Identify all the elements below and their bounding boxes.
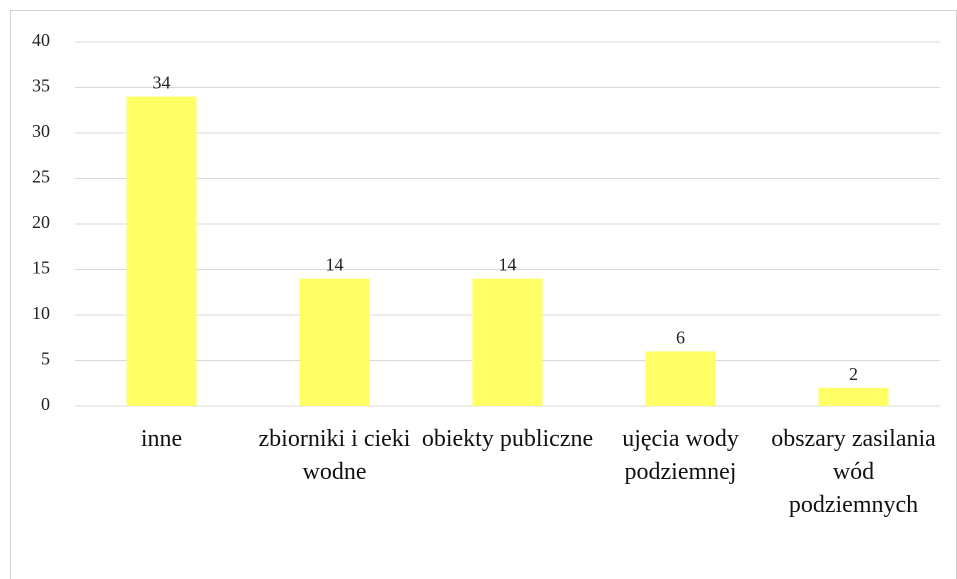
y-tick-label: 10 — [32, 303, 50, 323]
y-tick-label: 15 — [32, 258, 50, 278]
y-tick-label: 40 — [32, 30, 50, 50]
y-tick-label: 5 — [41, 349, 50, 369]
x-tick-label: zbiorniki i cieki wodne — [258, 426, 411, 485]
bar — [645, 351, 716, 406]
bar — [126, 96, 197, 406]
x-tick-label: inne — [140, 426, 183, 452]
x-tick-label: obszary zasilania wód podziemnych — [771, 426, 936, 518]
bar — [299, 278, 370, 406]
y-tick-label: 20 — [32, 212, 50, 232]
y-tick-label: 0 — [41, 394, 50, 414]
data-label: 6 — [676, 328, 685, 348]
data-label: 34 — [153, 73, 171, 93]
bar — [472, 278, 543, 406]
y-tick-label: 25 — [32, 167, 50, 187]
data-label: 2 — [849, 364, 858, 384]
y-tick-label: 35 — [32, 76, 50, 96]
data-label: 14 — [499, 255, 517, 275]
y-tick-label: 30 — [32, 121, 50, 141]
data-label: 14 — [326, 255, 344, 275]
x-tick-label: ujęcia wody podziemnej — [622, 426, 739, 485]
bar — [818, 387, 889, 406]
x-tick-label: obiekty publiczne — [421, 426, 594, 452]
